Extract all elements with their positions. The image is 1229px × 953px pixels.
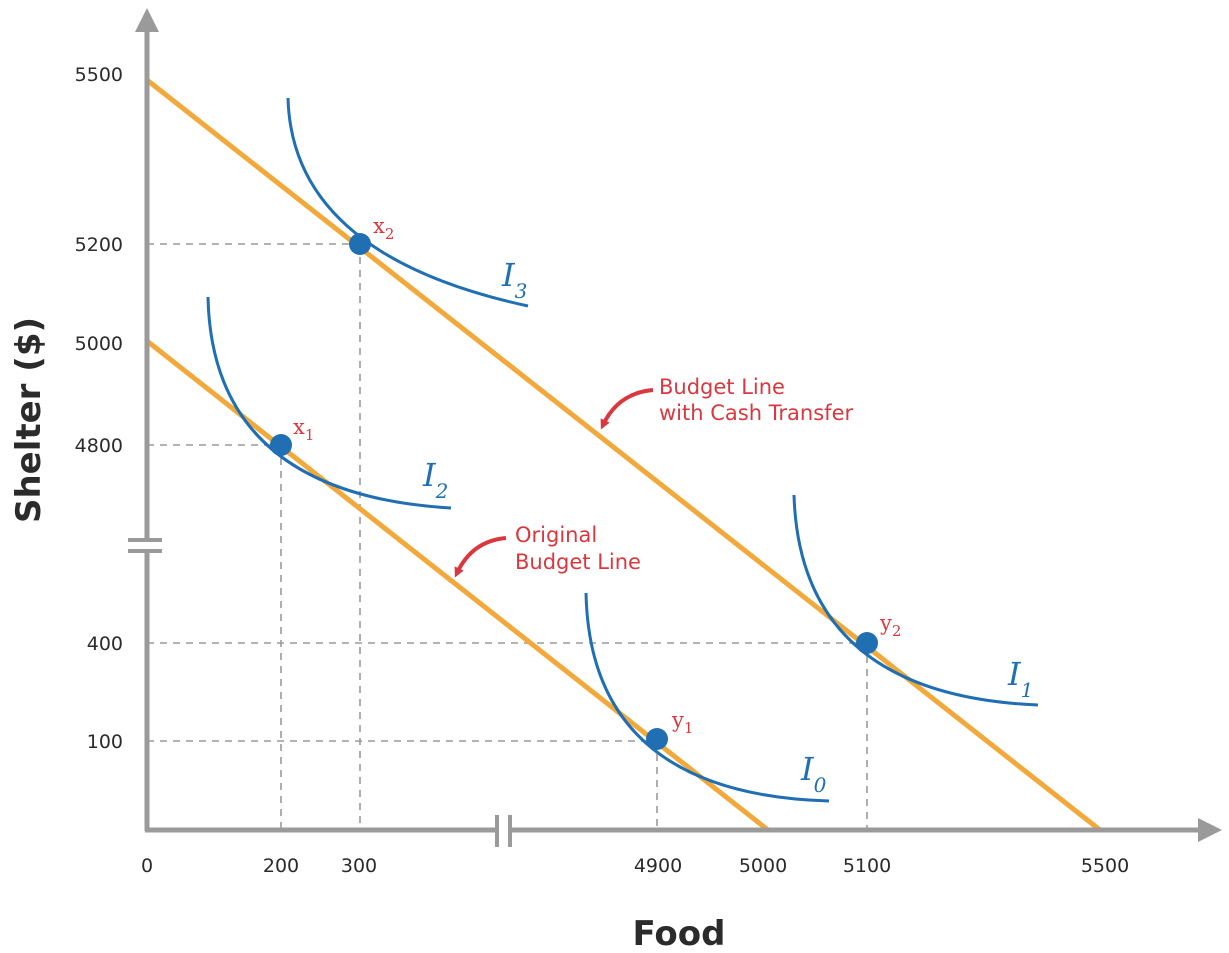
x-tick-5100: 5100 [843,855,891,877]
y-axis-arrowhead [135,8,159,32]
annotation-cash-transfer-line1: Budget Line [659,375,785,399]
annotation-arrow-original [454,536,507,578]
x-axis-arrowhead [1198,818,1222,842]
x-tick-200: 200 [263,855,299,877]
x-tick-5500: 5500 [1081,855,1129,877]
point-y2 [856,632,878,654]
budget-line-cash-transfer [145,78,1102,832]
point-y1 [646,728,668,750]
annotation-original-line2: Budget Line [515,550,641,574]
curve-label-i3: I3 [501,256,527,303]
point-x2 [349,233,371,255]
curve-label-i2: I2 [422,456,448,503]
x-tick-300: 300 [341,855,377,877]
y-axis-title: Shelter ($) [9,317,49,523]
y-tick-5500: 5500 [75,64,123,86]
x-tick-5000: 5000 [739,855,787,877]
x-tick-0: 0 [141,855,153,877]
y-tick-400: 400 [87,633,123,655]
point-label-y1: y1 [671,708,693,737]
point-label-x1: x1 [293,415,314,444]
curve-label-i0: I0 [800,750,827,797]
indifference-curve-i2 [206,296,452,510]
point-label-x2: x2 [373,214,394,243]
annotation-cash-transfer-line2: with Cash Transfer [659,401,853,425]
y-tick-5200: 5200 [75,234,123,256]
y-tick-5000: 5000 [75,333,123,355]
annotation-arrow-cash-transfer [600,388,654,430]
indifference-curve-i3 [286,97,529,308]
equilibrium-points [270,233,878,750]
curve-label-i1: I1 [1007,655,1033,702]
y-tick-4800: 4800 [75,435,123,457]
indifference-curves [206,97,1039,803]
indifference-curve-i1 [792,494,1039,707]
axes [128,8,1222,847]
guide-lines [147,243,868,830]
annotation-original-line1: Original [515,523,597,547]
budget-line-original [145,339,770,832]
y-tick-100: 100 [87,731,123,753]
indifference-curve-i0 [584,592,830,803]
point-label-y2: y2 [879,611,901,640]
y-tick-labels: 5500 5200 5000 4800 400 100 [75,64,123,753]
x-tick-labels: 0 200 300 4900 5000 5100 5500 [141,855,1129,877]
x-tick-4900: 4900 [634,855,682,877]
point-x1 [270,434,292,456]
x-axis-title: Food [633,914,726,953]
